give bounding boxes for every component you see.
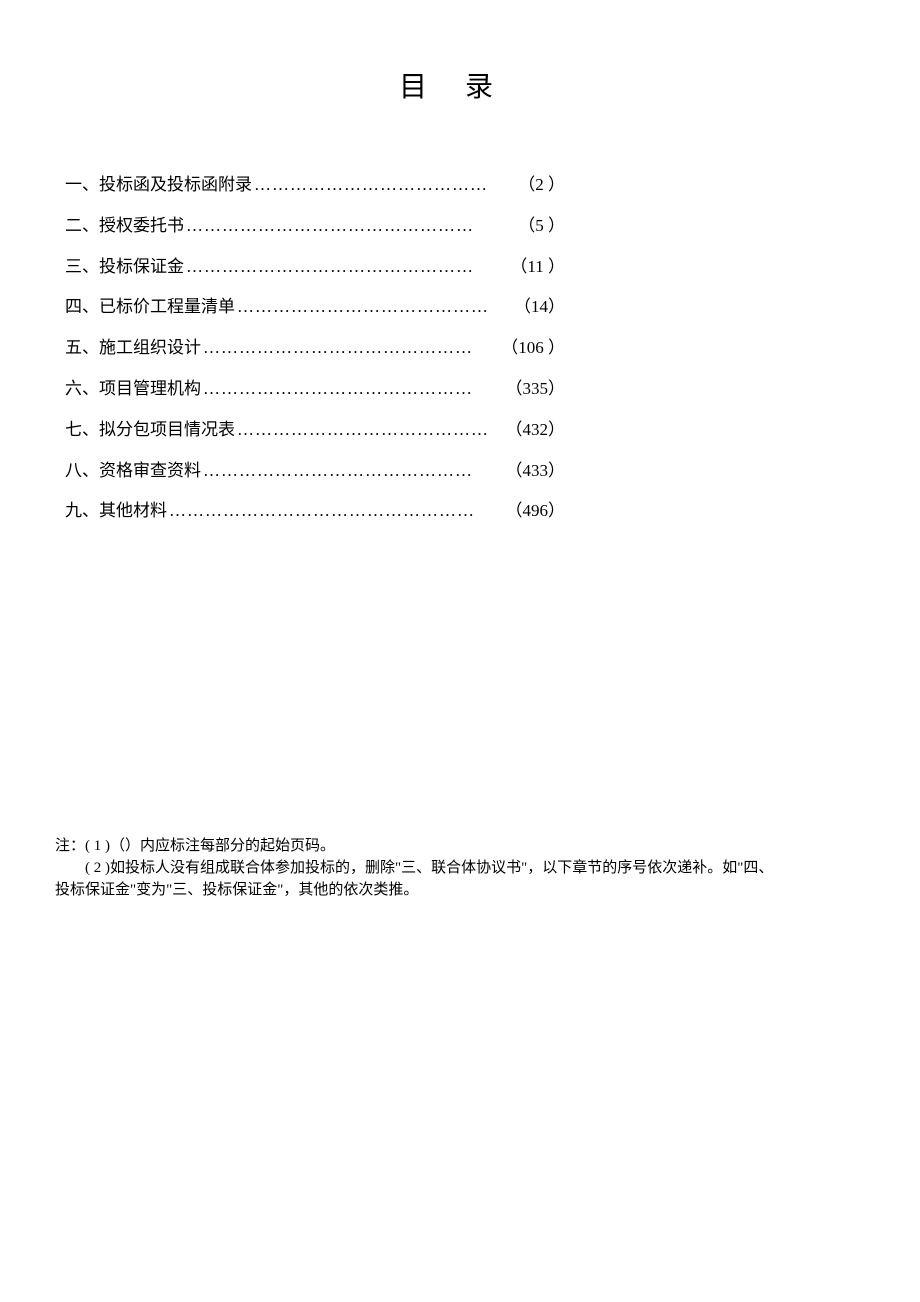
toc-leader-dots: ………………………………………… [184,214,518,238]
toc-label: 二、授权委托书 [65,214,184,238]
toc-leader-dots: …………………………………………… [167,499,506,523]
toc-page-number: （433） [506,459,566,483]
toc-entry: 五、施工组织设计 ……………………………………… （106 ） [65,336,565,360]
toc-label: 五、施工组织设计 [65,336,201,360]
toc-entry: 九、其他材料 …………………………………………… （496） [65,499,565,523]
toc-entry: 二、授权委托书 ………………………………………… （5 ） [65,214,565,238]
toc-page-number: （432） [506,418,566,442]
document-page: 目录 一、投标函及投标函附录 ………………………………… （2 ） 二、授权委托… [0,0,920,590]
toc-page-number: （496） [506,499,566,523]
page-title: 目录 [65,65,865,105]
footnote-line: 投标保证金"变为"三、投标保证金"，其他的依次类推。 [55,880,865,902]
toc-entry: 三、投标保证金 ………………………………………… （11 ） [65,255,565,279]
toc-label: 七、拟分包项目情况表 [65,418,235,442]
toc-page-number: （5 ） [518,214,565,238]
toc-label: 一、投标函及投标函附录 [65,173,252,197]
toc-leader-dots: ………………………………… [252,173,518,197]
toc-label: 三、投标保证金 [65,255,184,279]
toc-label: 四、已标价工程量清单 [65,295,235,319]
toc-page-number: （2 ） [518,173,565,197]
toc-leader-dots: ………………………………………… [184,255,510,279]
toc-leader-dots: …………………………………… [235,295,514,319]
toc-page-number: （14） [514,295,565,319]
toc-entry: 六、项目管理机构 ……………………………………… （335） [65,377,565,401]
toc-leader-dots: ……………………………………… [201,336,501,360]
toc-label: 八、资格审查资料 [65,459,201,483]
footnote-line: ( 2 )如投标人没有组成联合体参加投标的，删除"三、联合体协议书"，以下章节的… [55,858,865,880]
toc-label: 九、其他材料 [65,499,167,523]
toc-leader-dots: ……………………………………… [201,377,506,401]
toc-leader-dots: ……………………………………… [201,459,506,483]
toc-page-number: （335） [506,377,566,401]
toc-entry: 七、拟分包项目情况表 …………………………………… （432） [65,418,565,442]
toc-label: 六、项目管理机构 [65,377,201,401]
toc-entry: 四、已标价工程量清单 …………………………………… （14） [65,295,565,319]
toc-page-number: （11 ） [510,255,565,279]
toc-page-number: （106 ） [501,336,565,360]
toc-entry: 八、资格审查资料 ……………………………………… （433） [65,459,565,483]
toc-leader-dots: …………………………………… [235,418,506,442]
toc-entry: 一、投标函及投标函附录 ………………………………… （2 ） [65,173,565,197]
footnote-line: 注：( 1 )（）内应标注每部分的起始页码。 [55,836,865,858]
footnotes: 注：( 1 )（）内应标注每部分的起始页码。 ( 2 )如投标人没有组成联合体参… [55,836,865,901]
table-of-contents: 一、投标函及投标函附录 ………………………………… （2 ） 二、授权委托书 …… [65,173,865,523]
